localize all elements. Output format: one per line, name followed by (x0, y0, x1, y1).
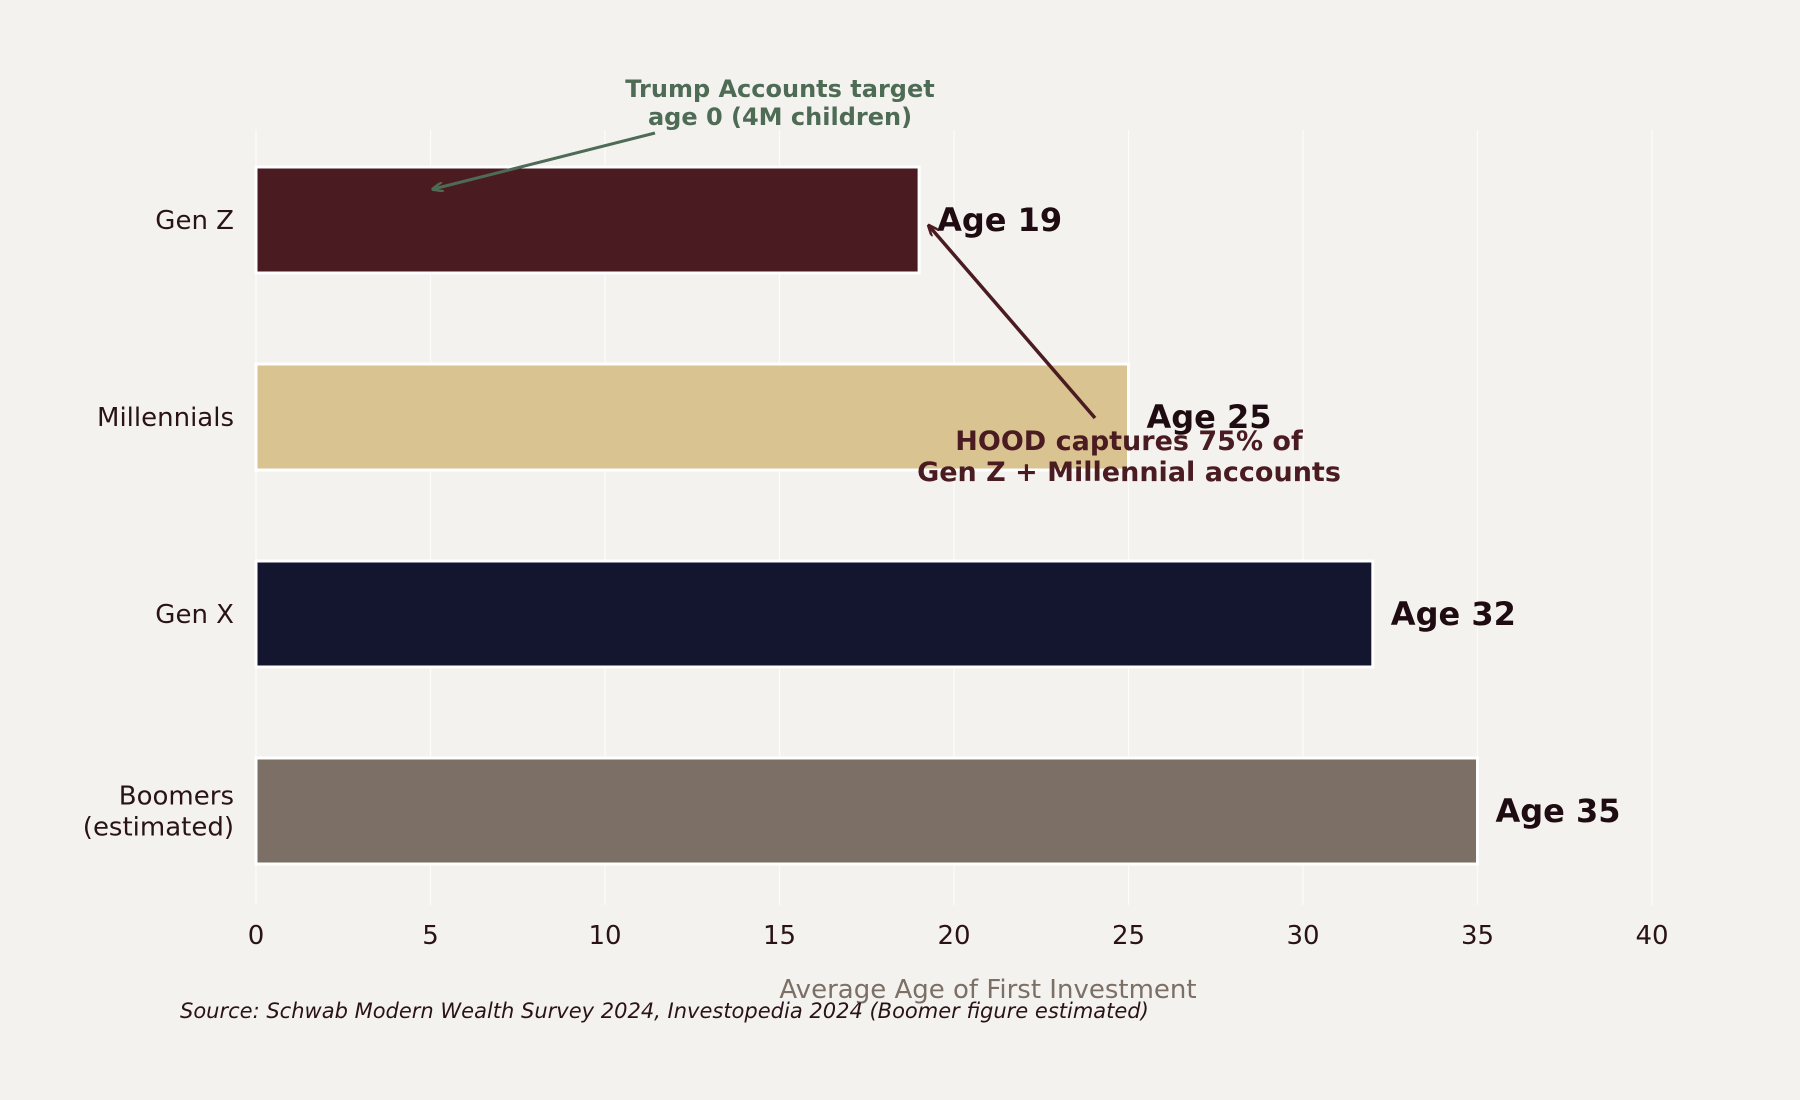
x-axis-title: Average Age of First Investment (779, 975, 1196, 1005)
bar-2 (254, 559, 1375, 669)
bars (254, 165, 1479, 866)
bar-3 (254, 756, 1479, 866)
x-tick-label-0: 0 (248, 921, 265, 951)
x-tick-label-3: 15 (763, 921, 796, 951)
x-tick-label-2: 10 (588, 921, 621, 951)
x-tick-label-8: 40 (1635, 921, 1668, 951)
x-tick-label-5: 25 (1112, 921, 1145, 951)
annotations: Trump Accounts target age 0 (4M children)… (434, 75, 1341, 488)
x-tick-label-1: 5 (422, 921, 439, 951)
bar-1 (254, 362, 1130, 472)
annotation-text-1: HOOD captures 75% of Gen Z + Millennial a… (917, 426, 1341, 488)
annotation-text-0: Trump Accounts target age 0 (4M children) (625, 75, 934, 131)
value-label-2: Age 32 (1391, 595, 1516, 633)
bar-0 (254, 165, 921, 275)
x-tick-label-4: 20 (937, 921, 970, 951)
category-label-2: Gen X (155, 600, 234, 630)
x-axis-ticks: 0 5 10 15 20 25 30 35 40 (248, 921, 1669, 951)
value-label-0: Age 19 (937, 201, 1062, 239)
x-tick-label-6: 30 (1286, 921, 1319, 951)
source-note: Source: Schwab Modern Wealth Survey 2024… (180, 999, 1149, 1023)
x-tick-label-7: 35 (1461, 921, 1494, 951)
category-labels: Gen Z Millennials Gen X Boomers (estimated) (83, 206, 234, 843)
annotation-arrow-0 (434, 131, 656, 189)
annotation-arrow-1 (929, 226, 1097, 420)
value-label-3: Age 35 (1496, 792, 1621, 830)
category-label-3: Boomers (estimated) (83, 782, 234, 843)
value-labels: Age 19 Age 25 Age 32 Age 35 (937, 201, 1620, 830)
category-label-0: Gen Z (155, 206, 234, 236)
category-label-1: Millennials (97, 403, 234, 433)
value-label-1: Age 25 (1147, 398, 1272, 436)
